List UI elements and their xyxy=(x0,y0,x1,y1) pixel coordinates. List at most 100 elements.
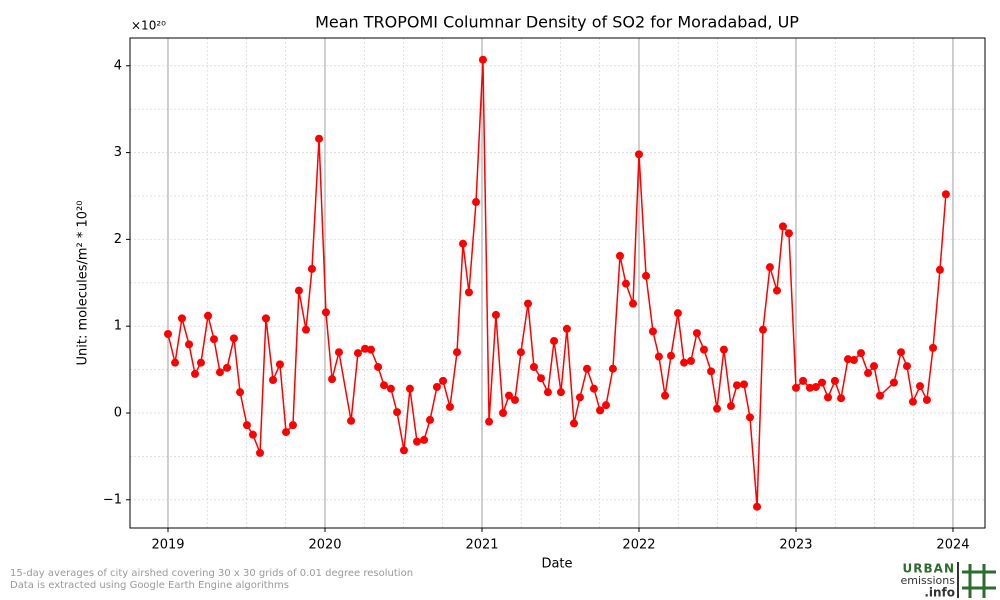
data-point xyxy=(275,360,284,369)
data-point xyxy=(941,190,950,199)
data-point xyxy=(648,327,657,336)
data-point xyxy=(485,417,494,426)
data-point xyxy=(236,388,245,397)
chart-title: Mean TROPOMI Columnar Density of SO2 for… xyxy=(315,13,799,32)
footer-note: 15-day averages of city airshed covering… xyxy=(10,568,413,579)
y-tick-label: 1 xyxy=(114,319,122,334)
data-point xyxy=(713,404,722,413)
y-tick-label: −1 xyxy=(103,492,122,507)
logo: URBAN emissions .info xyxy=(901,562,996,600)
data-point xyxy=(740,380,749,389)
data-point xyxy=(472,198,481,207)
x-tick-label: 2023 xyxy=(779,538,812,553)
data-point xyxy=(288,421,297,430)
y-offset-label: ×10²⁰ xyxy=(131,19,166,33)
y-tick-label: 2 xyxy=(114,232,122,247)
data-point xyxy=(830,376,839,385)
logo-text: .info xyxy=(924,586,955,600)
data-point xyxy=(215,368,224,377)
data-point xyxy=(177,314,186,323)
data-point xyxy=(759,325,768,334)
data-point xyxy=(784,229,793,238)
data-point xyxy=(529,362,538,371)
x-tick-label: 2019 xyxy=(151,538,184,553)
y-tick-label: 3 xyxy=(114,145,122,160)
data-point xyxy=(661,391,670,400)
data-point xyxy=(458,239,467,248)
data-point xyxy=(916,382,925,391)
data-point xyxy=(642,271,651,280)
data-point xyxy=(523,299,532,308)
data-point xyxy=(778,222,787,231)
data-point xyxy=(248,430,257,439)
data-point xyxy=(412,437,421,446)
data-point xyxy=(805,383,814,392)
x-axis-label: Date xyxy=(541,557,572,572)
data-point xyxy=(328,375,337,384)
data-point xyxy=(726,402,735,411)
data-point xyxy=(811,382,820,391)
data-point xyxy=(621,279,630,288)
data-point xyxy=(673,309,682,318)
data-point xyxy=(294,286,303,295)
data-point xyxy=(686,356,695,365)
data-point xyxy=(935,265,944,274)
data-point xyxy=(589,384,598,393)
logo-hash xyxy=(962,564,996,598)
y-axis-label: Unit: molecules/m² * 10²⁰ xyxy=(76,201,91,366)
data-point xyxy=(255,448,264,457)
data-point xyxy=(791,383,800,392)
y-tick-label: 0 xyxy=(114,405,122,420)
data-point xyxy=(163,329,172,338)
footer-note: Data is extracted using Google Earth Eng… xyxy=(10,580,289,591)
data-point xyxy=(353,349,362,358)
data-point xyxy=(491,310,500,319)
data-point xyxy=(420,435,429,444)
data-point xyxy=(269,376,278,385)
data-point xyxy=(745,413,754,422)
data-point xyxy=(849,356,858,365)
data-point xyxy=(453,348,462,357)
data-point xyxy=(499,408,508,417)
data-point xyxy=(856,349,865,358)
data-point xyxy=(282,428,291,437)
data-point xyxy=(602,401,611,410)
plot-frame xyxy=(129,37,986,529)
data-point xyxy=(875,391,884,400)
data-point xyxy=(464,288,473,297)
data-point xyxy=(575,393,584,402)
data-point xyxy=(902,362,911,371)
data-point xyxy=(366,345,375,354)
data-point xyxy=(870,362,879,371)
data-point xyxy=(190,369,199,378)
data-point xyxy=(432,382,441,391)
data-point xyxy=(393,408,402,417)
data-point xyxy=(772,286,781,295)
data-point xyxy=(307,264,316,273)
x-tick-label: 2022 xyxy=(622,538,655,553)
data-point xyxy=(301,325,310,334)
data-point xyxy=(699,345,708,354)
data-point xyxy=(864,369,873,378)
data-point xyxy=(908,397,917,406)
data-point xyxy=(374,362,383,371)
data-point xyxy=(537,374,546,383)
data-point xyxy=(261,314,270,323)
x-tick-label: 2024 xyxy=(936,538,969,553)
data-point xyxy=(799,376,808,385)
data-point xyxy=(654,352,663,361)
logo-text: emissions xyxy=(901,574,956,587)
data-point xyxy=(550,336,559,345)
data-point xyxy=(692,329,701,338)
data-point xyxy=(615,251,624,260)
data-point xyxy=(707,367,716,376)
data-point xyxy=(543,388,552,397)
data-point xyxy=(562,324,571,333)
data-point xyxy=(897,348,906,357)
data-point xyxy=(242,421,251,430)
data-point xyxy=(223,363,232,372)
data-point xyxy=(629,299,638,308)
data-point xyxy=(719,345,728,354)
